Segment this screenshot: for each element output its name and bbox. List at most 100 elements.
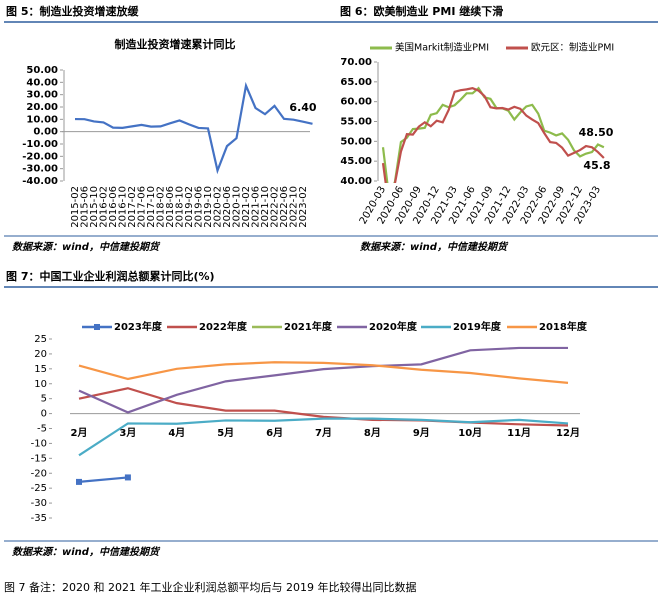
x-tick-label: 2023-02 [298, 186, 309, 228]
x-tick-label: 2016-06 [108, 186, 119, 228]
point-marker [124, 474, 131, 481]
x-tick-label: 2018-10 [175, 186, 186, 228]
x-tick-label: 2018-06 [165, 186, 176, 228]
point-marker [76, 478, 82, 485]
x-tick-label: 12月 [556, 427, 580, 439]
x-tick-label: 7月 [315, 427, 332, 439]
y-tick-label: 50.00 [340, 136, 372, 147]
y-tick-label: 10 [34, 379, 47, 390]
x-tick-label: 5月 [217, 427, 234, 439]
y-tick-label: -5 [37, 424, 47, 435]
annotation: 45.8 [583, 159, 610, 172]
annotation: 6.40 [289, 101, 316, 114]
y-tick-label: -30 [31, 498, 47, 509]
x-tick-label: 2015-06 [80, 186, 91, 228]
x-tick-label: 2022-10 [289, 186, 300, 228]
y-tick-label: 40.00 [340, 176, 372, 187]
y-tick-label: 60.00 [340, 97, 372, 108]
x-tick-label: 2015-10 [89, 186, 100, 228]
x-tick-label: 2019-02 [184, 186, 195, 228]
x-tick-label: 2019-06 [194, 186, 205, 228]
x-tick-label: 2月 [71, 427, 88, 439]
x-tick-label: 2020-10 [232, 186, 243, 228]
figure-heading: 图 5：制造业投资增速放缓 [6, 4, 139, 18]
y-tick-label: 20.00 [26, 102, 58, 113]
y-tick-label: -20.00 [22, 151, 58, 162]
x-tick-label: 8月 [364, 427, 381, 439]
y-tick-label: -30.00 [22, 164, 58, 175]
x-tick-label: 2016-10 [118, 186, 129, 228]
series-line [381, 87, 605, 183]
x-tick-label: 2021-02 [241, 186, 252, 228]
figure-heading: 图 7：中国工业企业利润总额累计同比(%) [6, 269, 215, 283]
x-tick-label: 10月 [458, 427, 482, 439]
y-tick-label: -35 [31, 513, 47, 524]
y-tick-label: 15 [34, 364, 47, 375]
x-tick-label: 2015-02 [70, 186, 81, 228]
plot [76, 346, 569, 485]
legend-label: 2022年度 [199, 320, 248, 333]
x-tick-label: 2022-06 [279, 186, 290, 228]
y-tick-label: 10.00 [26, 114, 58, 125]
y-tick-label: 55.00 [340, 117, 372, 128]
x-tick-label: 2016-02 [99, 186, 110, 228]
x-tick-label: 9月 [413, 427, 430, 439]
legend-label: 2023年度 [114, 320, 163, 333]
plot [74, 81, 313, 175]
legend-label: 2021年度 [284, 320, 333, 333]
y-tick-label: 45.00 [340, 156, 372, 167]
series-line [381, 86, 605, 183]
y-tick-label: 40.00 [26, 77, 58, 88]
x-tick-label: 2020-06 [222, 186, 233, 228]
series-line [78, 387, 569, 427]
legend-label: 2020年度 [369, 320, 418, 333]
y-tick-label: -15 [31, 453, 47, 464]
y-tick-label: 0 [41, 409, 47, 420]
x-tick-label: 2020-02 [213, 186, 224, 228]
y-tick-label: 70.00 [340, 57, 372, 68]
y-tick-label: -20 [31, 468, 47, 479]
x-tick-label: 3月 [119, 427, 136, 439]
series-line [78, 346, 568, 414]
source-note: 数据来源：wind，中信建投期货 [12, 241, 161, 253]
y-tick-label: 25 [34, 334, 47, 345]
series-line [78, 417, 569, 457]
x-tick-label: 2018-02 [156, 186, 167, 228]
source-note: 数据来源：wind，中信建投期货 [360, 241, 509, 253]
y-tick-label: 20 [34, 349, 47, 360]
series-line [74, 81, 313, 175]
y-tick-label: -10 [31, 438, 47, 449]
y-tick-label: 30.00 [26, 90, 58, 101]
y-tick-label: 5 [41, 394, 47, 405]
legend-marker [94, 324, 100, 330]
x-tick-label: 2021-10 [260, 186, 271, 228]
legend-label: 美国Markit制造业PMI [395, 42, 489, 54]
source-note: 数据来源：wind，中信建投期货 [12, 546, 161, 558]
y-tick-label: 65.00 [340, 77, 372, 88]
footnote: 图 7 备注：2020 和 2021 年工业企业利润总额平均后与 2019 年比… [4, 580, 416, 594]
x-tick-label: 2017-10 [146, 186, 157, 228]
y-tick-label: -40.00 [22, 176, 58, 187]
legend-label: 欧元区：制造业PMI [531, 42, 614, 54]
x-tick-label: 2017-02 [127, 186, 138, 228]
y-tick-label: -25 [31, 483, 47, 494]
annotation: 48.50 [579, 126, 614, 139]
legend-label: 2019年度 [453, 320, 502, 333]
x-tick-label: 2021-06 [251, 186, 262, 228]
chart-title: 制造业投资增速累计同比 [115, 37, 236, 51]
y-tick-label: -10.00 [22, 139, 58, 150]
x-tick-label: 2022-02 [270, 186, 281, 228]
series-line [78, 361, 569, 384]
x-tick-label: 2017-06 [137, 186, 148, 228]
y-tick-label: 50.00 [26, 65, 58, 76]
series-line [78, 476, 129, 483]
x-tick-label: 4月 [168, 427, 185, 439]
x-tick-label: 11月 [507, 427, 531, 439]
x-tick-label: 2019-10 [203, 186, 214, 228]
y-tick-label: 0.00 [33, 127, 58, 138]
plot [381, 86, 605, 183]
figure-heading: 图 6：欧美制造业 PMI 继续下滑 [340, 4, 503, 18]
legend-label: 2018年度 [539, 320, 588, 333]
x-tick-label: 6月 [266, 427, 283, 439]
